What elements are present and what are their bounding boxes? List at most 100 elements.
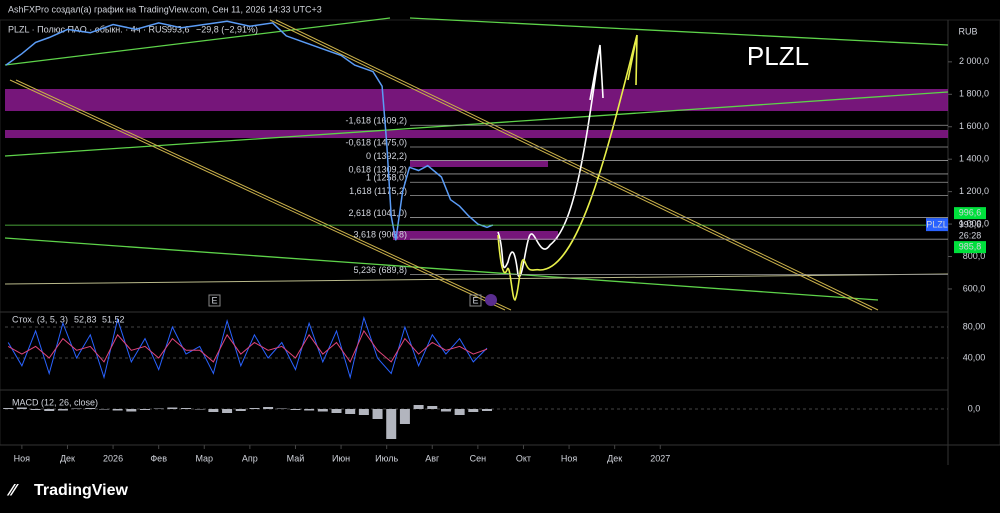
histogram-bar xyxy=(249,408,260,409)
zone xyxy=(5,89,948,111)
histogram-bar xyxy=(386,409,397,439)
y-tick-label: 1 800,0 xyxy=(959,89,989,99)
trendline xyxy=(4,237,879,301)
series-line xyxy=(7,315,488,380)
channel-line xyxy=(275,19,879,311)
event-marker[interactable] xyxy=(485,294,497,306)
y-tick-label: 800,0 xyxy=(963,251,986,261)
y-tick-label: 80,00 xyxy=(963,321,986,331)
y-tick-label: 2 000,0 xyxy=(959,56,989,66)
event-marker-icon: E xyxy=(211,295,217,305)
last-price-label: 993,6 xyxy=(959,219,982,229)
y-tick-label: 40,00 xyxy=(963,352,986,362)
histogram-bar xyxy=(304,409,315,411)
y-tick-label: 1 400,0 xyxy=(959,154,989,164)
x-tick-label: Ноя xyxy=(561,453,578,463)
event-marker[interactable] xyxy=(208,294,221,307)
histogram-bar xyxy=(399,409,410,424)
histogram-bar xyxy=(235,409,246,411)
histogram-bar xyxy=(317,409,328,412)
channel-line xyxy=(9,79,506,311)
trendline xyxy=(409,17,949,46)
x-tick-label: 2026 xyxy=(103,453,123,463)
y-tick-label: 1 600,0 xyxy=(959,121,989,131)
header-title: AshFXPro создал(а) график на TradingView… xyxy=(8,4,322,14)
histogram-bar xyxy=(139,409,150,410)
x-tick-label: Фев xyxy=(150,453,167,463)
histogram-bar xyxy=(208,409,219,412)
event-marker[interactable] xyxy=(469,294,482,307)
histogram-bar xyxy=(85,408,96,409)
histogram-bar xyxy=(290,409,301,410)
histogram-bar xyxy=(57,409,68,411)
trendline xyxy=(4,273,949,285)
histogram-bar xyxy=(358,409,369,415)
histogram-bar xyxy=(167,407,178,409)
level-badge-label: 996,6 xyxy=(959,207,982,217)
x-tick-label: 2027 xyxy=(650,453,670,463)
fib-label: 2,618 (1041,0) xyxy=(348,208,407,218)
channel-line xyxy=(15,79,512,311)
fib-label: 0,618 (1309,2) xyxy=(348,164,407,174)
y-tick-label: 1 200,0 xyxy=(959,186,989,196)
price-badge xyxy=(926,218,948,232)
histogram-bar xyxy=(276,408,287,409)
histogram-bar xyxy=(345,409,356,414)
level-badge xyxy=(954,241,986,254)
series-line xyxy=(5,20,494,241)
x-tick-label: Дек xyxy=(607,453,622,463)
x-tick-label: Ноя xyxy=(14,453,31,463)
trendline xyxy=(4,17,391,66)
drawings xyxy=(4,17,949,311)
histogram-bar xyxy=(126,409,137,412)
x-tick-label: Дек xyxy=(60,453,75,463)
symbol-legend: PLZL · Полюс ПАО · обыкн. · 4ч · RUS xyxy=(8,24,167,34)
forecast-yellow xyxy=(497,34,638,301)
channel-line xyxy=(269,19,873,311)
legend-change: −29,8 (−2,91%) xyxy=(196,24,258,34)
series-line xyxy=(7,329,488,363)
legend-value: 51,52 xyxy=(102,314,125,324)
legend-value: 52,83 xyxy=(74,314,97,324)
fib-label: 5,236 (689,8) xyxy=(353,265,407,275)
forecast-white xyxy=(497,44,604,278)
histogram-bar xyxy=(413,405,424,409)
histogram-bar xyxy=(16,407,27,409)
fib-label: 1,618 (1175,2) xyxy=(349,186,407,196)
histogram-bar xyxy=(30,409,41,410)
histogram-bar xyxy=(112,409,123,411)
histogram-bar xyxy=(44,409,55,411)
countdown: 26:28 xyxy=(959,230,982,240)
x-tick-label: Июн xyxy=(332,453,350,463)
histogram-bar xyxy=(181,408,192,409)
level-badge xyxy=(954,207,986,220)
y-tick-label: 1 000,0 xyxy=(959,218,989,228)
x-tick-label: Окт xyxy=(516,453,531,463)
pane-title: Стох. (3, 5, 3) xyxy=(12,314,68,324)
histogram-bar xyxy=(468,409,479,412)
histogram-bar xyxy=(481,409,492,411)
histogram-bar xyxy=(440,409,451,412)
histogram-bar xyxy=(222,409,233,413)
zone xyxy=(410,160,548,167)
histogram-bar xyxy=(98,409,109,410)
zone xyxy=(393,231,558,240)
histogram-bar xyxy=(372,409,383,419)
zone xyxy=(5,130,948,138)
histogram-bar xyxy=(427,406,438,409)
y-tick-label: 0,0 xyxy=(968,403,981,413)
fib-label: -0,618 (1475,0) xyxy=(345,137,407,147)
brand-logo: ⁄⁄ xyxy=(6,480,19,499)
pane-title: MACD (12, 26, close) xyxy=(12,397,98,407)
fib-label: 0 (1392,2) xyxy=(366,151,407,161)
histogram-bar xyxy=(71,408,82,409)
trendline xyxy=(4,91,949,157)
histogram-bar xyxy=(153,408,164,409)
y-tick-label: 600,0 xyxy=(963,283,986,293)
histogram-bar xyxy=(454,409,465,415)
x-tick-label: Апр xyxy=(242,453,258,463)
x-tick-label: Май xyxy=(287,453,305,463)
x-tick-label: Авг xyxy=(425,453,440,463)
